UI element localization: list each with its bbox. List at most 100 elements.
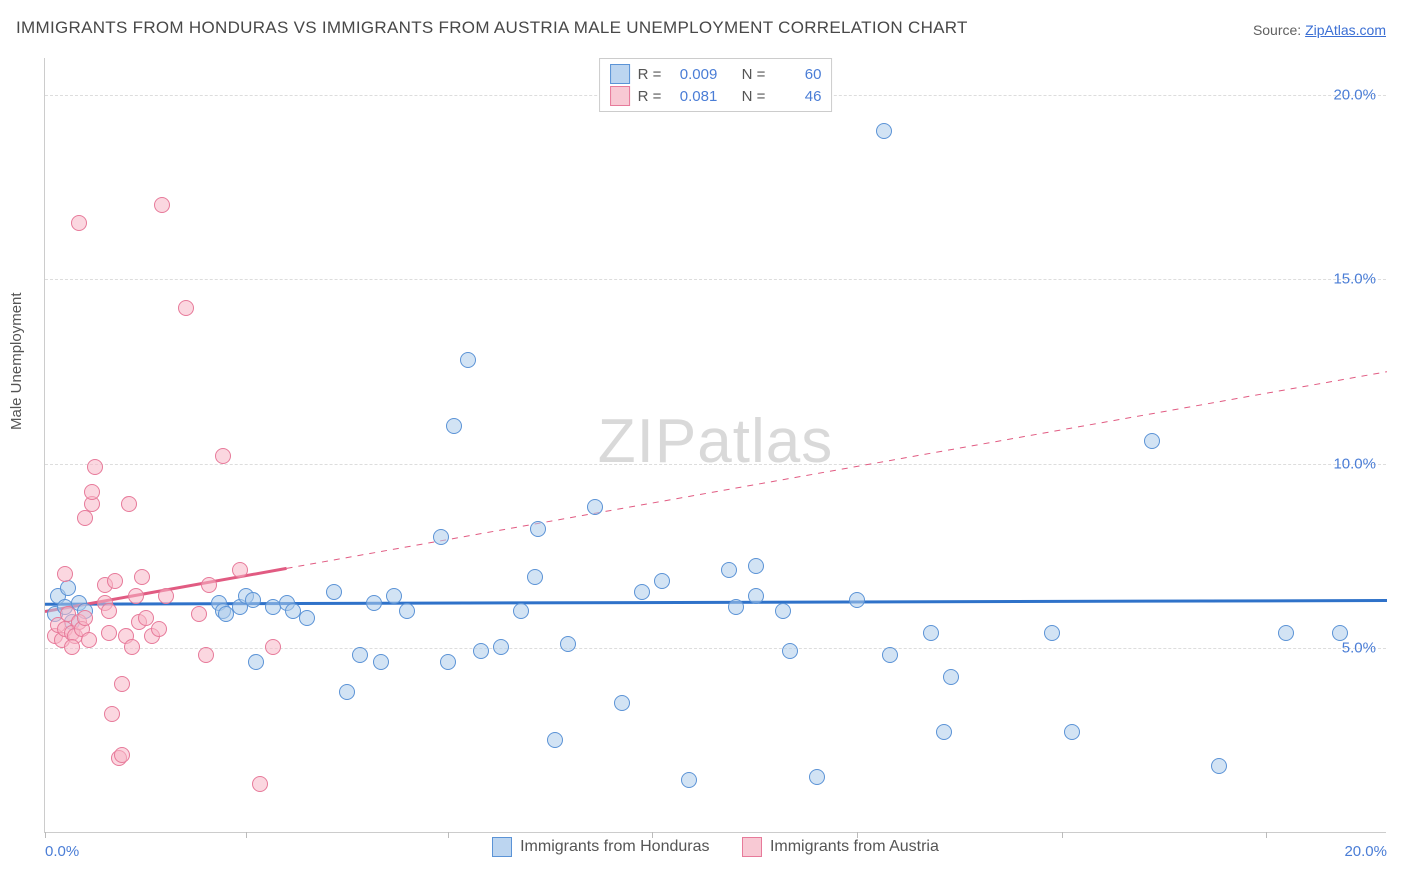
data-point-honduras bbox=[748, 588, 764, 604]
legend-label-honduras: Immigrants from Honduras bbox=[520, 838, 709, 856]
legend-row-honduras: R = 0.009 N = 60 bbox=[610, 63, 822, 85]
legend-swatch-austria-bottom bbox=[742, 837, 762, 857]
data-point-honduras bbox=[399, 603, 415, 619]
data-point-austria bbox=[128, 588, 144, 604]
data-point-honduras bbox=[560, 636, 576, 652]
data-point-honduras bbox=[923, 625, 939, 641]
legend-swatch-honduras-bottom bbox=[492, 837, 512, 857]
data-point-austria bbox=[124, 639, 140, 655]
data-point-honduras bbox=[440, 654, 456, 670]
correlation-legend: R = 0.009 N = 60 R = 0.081 N = 46 bbox=[599, 58, 833, 112]
legend-swatch-honduras bbox=[610, 64, 630, 84]
data-point-austria bbox=[151, 621, 167, 637]
data-point-honduras bbox=[530, 521, 546, 537]
data-point-austria bbox=[101, 625, 117, 641]
data-point-austria bbox=[178, 300, 194, 316]
data-point-honduras bbox=[460, 352, 476, 368]
r-label: R = bbox=[638, 66, 662, 83]
legend-row-austria: R = 0.081 N = 46 bbox=[610, 85, 822, 107]
data-point-austria bbox=[114, 747, 130, 763]
data-point-austria bbox=[215, 448, 231, 464]
data-point-honduras bbox=[245, 592, 261, 608]
data-point-honduras bbox=[681, 772, 697, 788]
data-point-austria bbox=[198, 647, 214, 663]
data-point-honduras bbox=[849, 592, 865, 608]
x-tick-label: 20.0% bbox=[1344, 843, 1387, 860]
n-label: N = bbox=[742, 66, 766, 83]
data-point-austria bbox=[114, 676, 130, 692]
data-point-austria bbox=[81, 632, 97, 648]
data-point-honduras bbox=[654, 573, 670, 589]
source-attribution: Source: ZipAtlas.com bbox=[1253, 22, 1386, 38]
trend-line-dashed-austria bbox=[287, 372, 1387, 569]
data-point-honduras bbox=[882, 647, 898, 663]
data-point-austria bbox=[84, 484, 100, 500]
data-point-austria bbox=[77, 610, 93, 626]
data-point-austria bbox=[134, 569, 150, 585]
data-point-honduras bbox=[936, 724, 952, 740]
data-point-honduras bbox=[446, 418, 462, 434]
data-point-austria bbox=[101, 603, 117, 619]
n-value-honduras: 60 bbox=[773, 66, 821, 83]
data-point-honduras bbox=[299, 610, 315, 626]
data-point-austria bbox=[201, 577, 217, 593]
source-link[interactable]: ZipAtlas.com bbox=[1305, 22, 1386, 38]
data-point-austria bbox=[158, 588, 174, 604]
data-point-honduras bbox=[373, 654, 389, 670]
data-point-honduras bbox=[1278, 625, 1294, 641]
data-point-austria bbox=[138, 610, 154, 626]
data-point-honduras bbox=[366, 595, 382, 611]
data-point-honduras bbox=[473, 643, 489, 659]
data-point-austria bbox=[154, 197, 170, 213]
legend-item-austria: Immigrants from Austria bbox=[742, 837, 939, 857]
series-legend: Immigrants from Honduras Immigrants from… bbox=[45, 837, 1386, 862]
source-label: Source: bbox=[1253, 22, 1305, 38]
data-point-austria bbox=[232, 562, 248, 578]
data-point-honduras bbox=[1064, 724, 1080, 740]
data-point-austria bbox=[64, 639, 80, 655]
trend-lines bbox=[45, 58, 1387, 833]
data-point-honduras bbox=[614, 695, 630, 711]
data-point-honduras bbox=[1144, 433, 1160, 449]
r-label: R = bbox=[638, 88, 662, 105]
data-point-austria bbox=[107, 573, 123, 589]
data-point-honduras bbox=[943, 669, 959, 685]
data-point-honduras bbox=[527, 569, 543, 585]
data-point-honduras bbox=[1211, 758, 1227, 774]
chart-plot-area: ZIPatlas R = 0.009 N = 60 R = 0.081 N = … bbox=[44, 58, 1386, 833]
data-point-honduras bbox=[634, 584, 650, 600]
data-point-honduras bbox=[775, 603, 791, 619]
x-tick-label: 0.0% bbox=[45, 843, 79, 860]
data-point-honduras bbox=[386, 588, 402, 604]
data-point-austria bbox=[77, 510, 93, 526]
data-point-honduras bbox=[513, 603, 529, 619]
r-value-austria: 0.081 bbox=[669, 88, 717, 105]
data-point-honduras bbox=[748, 558, 764, 574]
data-point-honduras bbox=[782, 643, 798, 659]
legend-label-austria: Immigrants from Austria bbox=[770, 838, 939, 856]
data-point-honduras bbox=[433, 529, 449, 545]
n-label: N = bbox=[742, 88, 766, 105]
data-point-austria bbox=[87, 459, 103, 475]
data-point-honduras bbox=[876, 123, 892, 139]
data-point-honduras bbox=[547, 732, 563, 748]
data-point-honduras bbox=[352, 647, 368, 663]
data-point-honduras bbox=[587, 499, 603, 515]
data-point-austria bbox=[71, 215, 87, 231]
data-point-honduras bbox=[493, 639, 509, 655]
data-point-austria bbox=[104, 706, 120, 722]
data-point-austria bbox=[265, 639, 281, 655]
legend-item-honduras: Immigrants from Honduras bbox=[492, 837, 709, 857]
data-point-honduras bbox=[809, 769, 825, 785]
data-point-honduras bbox=[721, 562, 737, 578]
chart-title: IMMIGRANTS FROM HONDURAS VS IMMIGRANTS F… bbox=[16, 18, 968, 38]
data-point-honduras bbox=[1044, 625, 1060, 641]
data-point-honduras bbox=[1332, 625, 1348, 641]
data-point-honduras bbox=[326, 584, 342, 600]
data-point-austria bbox=[252, 776, 268, 792]
n-value-austria: 46 bbox=[773, 88, 821, 105]
data-point-austria bbox=[57, 566, 73, 582]
data-point-austria bbox=[121, 496, 137, 512]
data-point-austria bbox=[191, 606, 207, 622]
y-axis-label: Male Unemployment bbox=[8, 292, 25, 430]
